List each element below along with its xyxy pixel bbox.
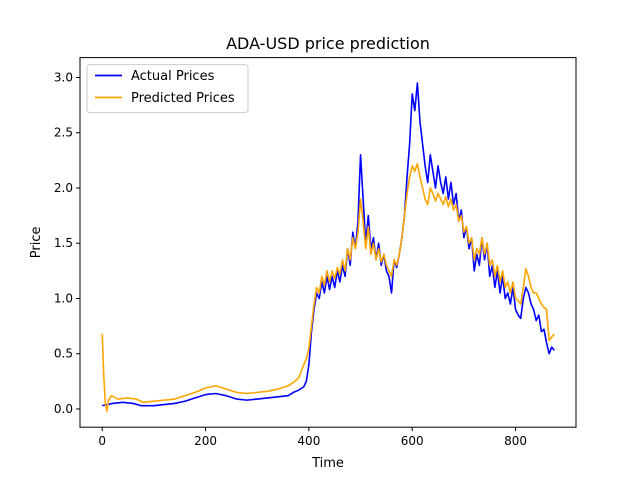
y-tick-label: 1.0	[54, 291, 73, 305]
x-tick-label: 400	[297, 434, 320, 448]
plot-lines	[101, 82, 555, 412]
y-tick-label: 2.0	[54, 181, 73, 195]
y-tick-label: 3.0	[54, 70, 73, 84]
x-axis-label: Time	[311, 456, 344, 471]
axes-frame	[79, 57, 577, 428]
y-ticks: 0.0 0.5 1.0 1.5 2.0 2.5 3.0	[54, 70, 80, 416]
x-tick-label: 800	[504, 434, 527, 448]
y-tick-label: 2.5	[54, 126, 73, 140]
legend-box	[86, 64, 249, 114]
y-tick-label: 1.5	[54, 236, 73, 250]
y-axis-label: Price	[29, 227, 44, 259]
x-tick-label: 200	[194, 434, 217, 448]
series-line-predicted	[101, 162, 555, 412]
legend: Actual Prices Predicted Prices	[86, 64, 249, 114]
y-tick-label: 0.5	[54, 347, 73, 361]
chart-title: ADA-USD price prediction	[226, 34, 430, 53]
legend-label-predicted: Predicted Prices	[131, 91, 235, 106]
x-tick-label: 0	[98, 434, 106, 448]
x-ticks: 0 200 400 600 800	[98, 427, 527, 448]
y-tick-label: 0.0	[54, 402, 73, 416]
x-tick-label: 600	[401, 434, 424, 448]
legend-label-actual: Actual Prices	[131, 69, 215, 84]
